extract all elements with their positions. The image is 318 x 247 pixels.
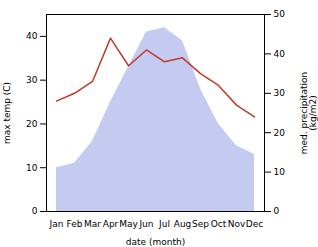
svg-text:Feb: Feb xyxy=(67,219,83,229)
svg-text:40: 40 xyxy=(274,49,286,59)
svg-text:Aug: Aug xyxy=(174,219,192,229)
svg-text:0: 0 xyxy=(32,206,38,216)
svg-text:Jul: Jul xyxy=(158,219,170,229)
svg-text:30: 30 xyxy=(26,75,38,85)
svg-text:Nov: Nov xyxy=(228,219,246,229)
svg-text:Mar: Mar xyxy=(84,219,101,229)
svg-text:0: 0 xyxy=(274,206,280,216)
svg-text:Jan: Jan xyxy=(49,219,64,229)
svg-text:max temp (C): max temp (C) xyxy=(2,82,12,144)
svg-text:Jun: Jun xyxy=(138,219,153,229)
svg-text:10: 10 xyxy=(274,167,286,177)
svg-text:Apr: Apr xyxy=(103,219,119,229)
svg-text:30: 30 xyxy=(274,88,286,98)
svg-text:20: 20 xyxy=(26,119,38,129)
svg-text:20: 20 xyxy=(274,128,286,138)
svg-text:40: 40 xyxy=(26,31,38,41)
svg-text:date (month): date (month) xyxy=(126,237,185,247)
svg-text:Dec: Dec xyxy=(246,219,263,229)
svg-text:med. precipitation(kg/m2): med. precipitation(kg/m2) xyxy=(299,72,318,154)
svg-text:10: 10 xyxy=(26,163,38,173)
svg-text:50: 50 xyxy=(274,9,286,19)
svg-text:Oct: Oct xyxy=(211,219,227,229)
svg-text:Sep: Sep xyxy=(192,219,209,229)
svg-text:May: May xyxy=(119,219,138,229)
